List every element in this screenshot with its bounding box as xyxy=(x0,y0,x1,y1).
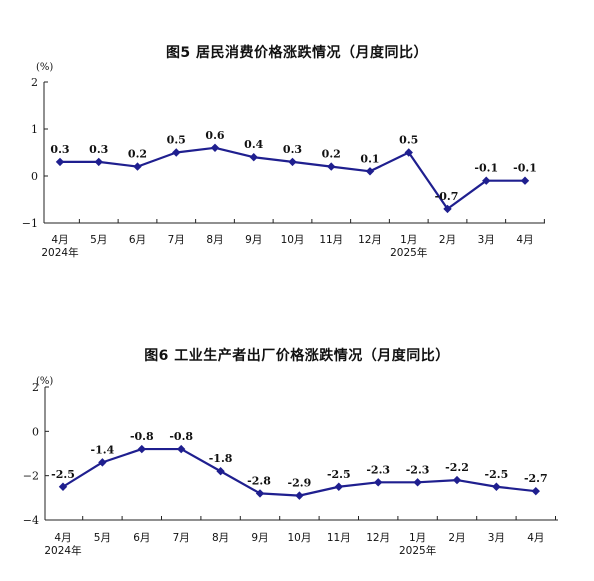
data-label: -0.1 xyxy=(513,162,537,175)
x-tick-label: 12月 xyxy=(358,234,382,246)
data-point-marker xyxy=(172,148,181,157)
data-label: -2.3 xyxy=(366,463,390,476)
data-point-marker xyxy=(452,475,462,485)
data-point-marker xyxy=(133,162,142,171)
data-label: -0.7 xyxy=(435,190,459,203)
chart-title: 图6 工业生产者出厂价格涨跌情况（月度同比） xyxy=(144,348,450,364)
y-tick-label: 0 xyxy=(31,170,38,183)
data-label: -2.8 xyxy=(247,474,271,487)
data-label: -2.9 xyxy=(288,477,312,490)
data-label: 0.2 xyxy=(322,148,341,161)
y-tick-label: 1 xyxy=(31,123,38,136)
y-tick-label: −1 xyxy=(22,217,38,230)
ppi-chart: 图6 工业生产者出厂价格涨跌情况（月度同比） (%) −4 −2 0 2 4月 5月 6月 7月… xyxy=(0,290,594,581)
year-label: 2024年 xyxy=(44,544,81,557)
data-point-marker xyxy=(295,491,304,500)
x-tick-label: 7月 xyxy=(173,532,190,544)
data-label: -2.7 xyxy=(524,472,548,485)
y-unit-label: (%) xyxy=(36,62,53,73)
data-label: -2.3 xyxy=(406,463,430,476)
data-label: -2.5 xyxy=(485,468,509,481)
x-tick-label: 1月 xyxy=(400,234,417,246)
x-tick-label: 7月 xyxy=(168,234,185,246)
data-point-marker xyxy=(531,486,540,496)
data-point-marker xyxy=(58,482,68,491)
data-point-marker xyxy=(334,482,343,491)
data-label: -1.8 xyxy=(209,452,233,465)
x-tick-label: 5月 xyxy=(94,532,111,544)
data-point-marker xyxy=(55,157,65,167)
data-point-marker xyxy=(137,444,146,454)
data-label: 0.6 xyxy=(205,129,224,142)
data-label: 0.3 xyxy=(50,143,69,156)
data-point-marker xyxy=(482,176,491,185)
data-label: 0.2 xyxy=(128,148,147,161)
data-point-marker xyxy=(443,204,452,214)
data-point-marker xyxy=(327,162,336,171)
y-tick-label: −2 xyxy=(23,470,39,483)
x-tick-label: 2月 xyxy=(439,234,456,246)
y-tick-label: −4 xyxy=(23,514,39,527)
data-label: -2.2 xyxy=(445,461,469,474)
y-tick-label: 2 xyxy=(32,381,39,394)
y-tick-label: 0 xyxy=(32,425,39,438)
x-tick-label: 6月 xyxy=(133,532,150,544)
data-point-marker xyxy=(404,148,413,157)
year-label: 2024年 xyxy=(41,246,78,259)
data-point-marker xyxy=(94,157,103,167)
x-tick-label: 5月 xyxy=(90,234,107,246)
x-tick-label: 1月 xyxy=(409,532,426,544)
data-label: -2.5 xyxy=(51,468,75,481)
chart-title: 图5 居民消费价格涨跌情况（月度同比） xyxy=(165,45,429,61)
y-tick-label: 2 xyxy=(31,76,38,89)
data-label: -0.8 xyxy=(169,430,193,443)
data-point-marker xyxy=(520,176,530,185)
data-label: -1.4 xyxy=(91,443,115,456)
data-point-marker xyxy=(374,478,383,487)
data-point-marker xyxy=(210,143,220,152)
cpi-chart: 图5 居民消费价格涨跌情况（月度同比） (%) −1 0 1 2 4月 5月 6月 7月 8月 9月… xyxy=(0,0,594,290)
x-tick-label: 3月 xyxy=(488,532,505,544)
x-tick-label: 9月 xyxy=(251,532,268,544)
data-point-marker xyxy=(255,489,265,498)
x-tick-label: 10月 xyxy=(281,234,305,246)
x-tick-label: 12月 xyxy=(366,532,390,544)
x-tick-label: 4月 xyxy=(54,532,71,544)
x-tick-label: 9月 xyxy=(245,234,262,246)
x-tick-label: 4月 xyxy=(516,234,533,246)
data-label: 0.4 xyxy=(244,138,263,151)
y-unit-label: (%) xyxy=(36,376,53,387)
data-point-marker xyxy=(413,478,422,487)
x-tick-label: 4月 xyxy=(51,234,68,246)
data-label: 0.5 xyxy=(167,134,186,147)
year-label: 2025年 xyxy=(390,246,427,259)
data-point-marker xyxy=(177,444,186,454)
x-tick-label: 4月 xyxy=(527,532,544,544)
data-point-marker xyxy=(365,167,375,176)
x-tick-label: 10月 xyxy=(287,532,311,544)
x-tick-label: 11月 xyxy=(319,234,343,246)
data-label: -0.1 xyxy=(474,162,498,175)
data-point-marker xyxy=(216,467,225,476)
x-tick-label: 8月 xyxy=(212,532,229,544)
x-tick-label: 3月 xyxy=(478,234,495,246)
data-label: -2.5 xyxy=(327,468,351,481)
data-point-marker xyxy=(288,157,297,167)
x-tick-label: 8月 xyxy=(206,234,223,246)
year-label: 2025年 xyxy=(399,544,436,557)
data-point-marker xyxy=(249,153,258,162)
data-label: 0.5 xyxy=(399,134,418,147)
data-label: 0.3 xyxy=(89,143,108,156)
data-point-marker xyxy=(492,482,501,491)
data-label: -0.8 xyxy=(130,430,154,443)
x-tick-label: 2月 xyxy=(448,532,465,544)
data-label: 0.1 xyxy=(360,152,379,165)
x-tick-label: 6月 xyxy=(129,234,146,246)
data-label: 0.3 xyxy=(283,143,302,156)
x-tick-label: 11月 xyxy=(327,532,351,544)
